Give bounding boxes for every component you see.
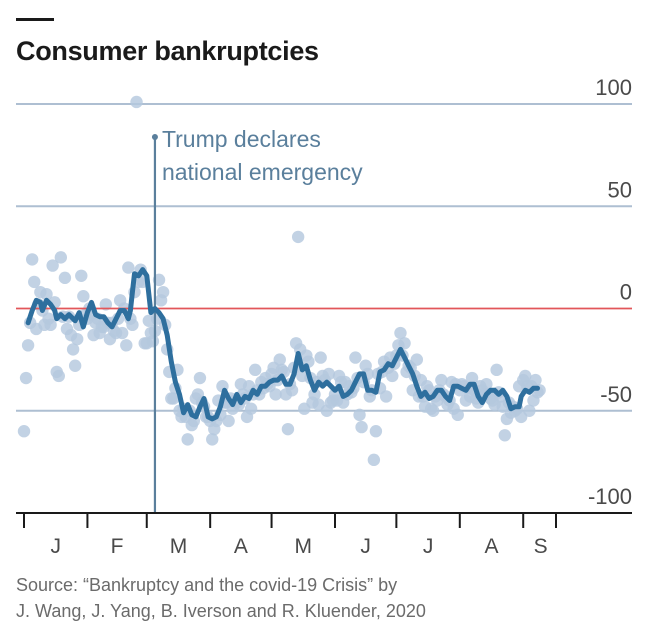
source-line-1: Source: “Bankruptcy and the covid-19 Cri… [16,575,398,595]
data-point [122,261,135,274]
y-tick-label: -50 [600,382,632,407]
data-point [426,404,440,417]
data-point [99,298,113,311]
data-point [70,332,84,346]
data-point [353,408,366,422]
data-point [17,425,31,438]
data-point [379,390,393,403]
data-point [394,326,407,340]
y-tick-label: 0 [620,280,632,305]
data-point [25,253,39,266]
data-point [386,369,399,383]
data-point [130,95,143,109]
data-point [58,271,72,285]
x-tick-label: M [295,535,313,558]
data-point [435,373,448,387]
annotation-text: national emergency [162,159,363,185]
y-tick-label: 100 [595,75,632,100]
data-point [480,377,493,391]
data-point [285,384,299,397]
data-point [248,363,262,377]
y-tick-label: 50 [608,177,632,202]
data-point [490,363,503,377]
data-point [44,318,57,332]
series-line [25,267,540,422]
source-line-2: J. Wang, J. Yang, B. Iverson and R. Klue… [16,601,426,621]
x-tick-label: F [111,535,124,558]
data-point [126,318,139,332]
data-point [68,359,82,372]
data-point [451,408,464,422]
x-tick-label: J [360,535,371,558]
y-tick-label: -100 [588,484,632,509]
data-point [156,285,170,299]
data-point [529,373,542,387]
data-point [54,251,68,264]
x-tick-label: A [234,535,248,558]
data-point [181,433,194,446]
data-point [349,351,362,364]
x-tick-label: J [50,535,61,558]
data-point [28,275,41,289]
data-point [523,404,536,417]
data-point [465,371,479,385]
data-point [519,369,532,383]
title-rule [16,18,54,21]
data-point [120,339,133,352]
x-tick-label: S [534,535,548,558]
x-tick-label: J [423,535,434,558]
data-point [193,371,207,385]
annotation-text: Trump declares [162,126,321,152]
data-point [167,392,180,405]
x-tick-label: M [170,535,188,558]
data-point [206,433,219,446]
data-point [322,367,336,381]
data-point [355,420,368,434]
data-point [244,402,258,415]
data-point [46,259,59,272]
data-point [66,343,80,356]
data-point [52,369,65,383]
data-point [21,339,35,352]
data-point [116,326,129,340]
data-point [40,287,53,301]
data-point [19,371,33,385]
data-point [291,230,305,244]
data-point [269,388,282,401]
data-point [314,351,327,364]
data-point [146,335,160,348]
data-point [410,353,424,366]
chart-title: Consumer bankruptcies [16,36,319,66]
x-tick-label: A [484,535,498,558]
data-point [273,353,286,366]
data-point [281,422,295,436]
data-point [77,290,90,303]
data-point [369,425,383,438]
data-point [367,453,381,467]
data-point [398,337,411,350]
data-point [308,388,321,401]
annotation-marker [151,134,158,140]
source-note: Source: “Bankruptcy and the covid-19 Cri… [16,572,426,624]
data-point [75,269,88,282]
data-point [498,429,512,442]
data-point [222,414,235,428]
